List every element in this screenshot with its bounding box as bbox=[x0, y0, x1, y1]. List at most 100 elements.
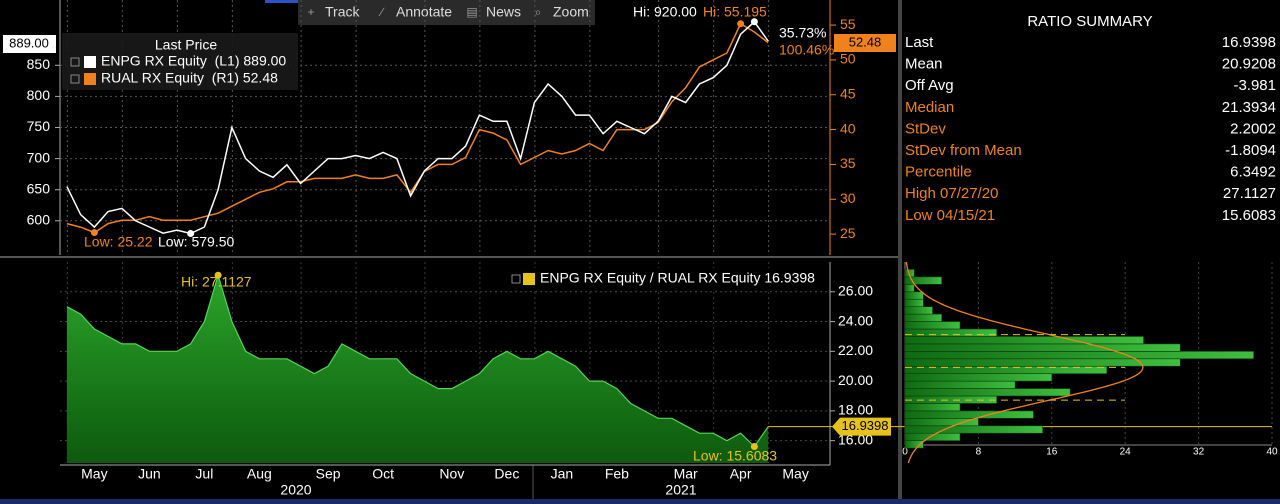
last-price-tag-label: 52.48 bbox=[849, 34, 882, 49]
legend-toggle[interactable] bbox=[70, 57, 80, 67]
histogram-bar bbox=[904, 388, 1071, 397]
x-tick-label: Apr bbox=[730, 466, 752, 482]
toolbar-button[interactable]: Annotate bbox=[396, 4, 452, 20]
x-tick-label: Jul bbox=[195, 466, 213, 482]
toolbar-button[interactable]: News bbox=[486, 4, 521, 20]
last-value-tag-label: 16.9398 bbox=[842, 418, 889, 433]
histogram-bar bbox=[904, 432, 961, 441]
y-tick-label: 18.00 bbox=[838, 402, 873, 418]
extreme-marker bbox=[214, 271, 222, 279]
legend-entry: ENPG RX Equity / RUAL RX Equity 16.9398 bbox=[540, 270, 815, 286]
x-tick-label: 0 bbox=[902, 447, 908, 458]
area-outline bbox=[66, 273, 769, 448]
summary-label: Mean bbox=[905, 56, 943, 73]
summary-label: Off Avg bbox=[905, 77, 954, 94]
x-tick-label: 24 bbox=[1120, 447, 1132, 458]
histogram-bar bbox=[904, 336, 1144, 345]
line-series bbox=[66, 22, 769, 234]
summary-label: High 07/27/20 bbox=[905, 185, 998, 202]
histogram-bar bbox=[904, 284, 915, 293]
histogram-bar bbox=[904, 418, 979, 427]
x-tick-label: Jan bbox=[551, 466, 574, 482]
y-tick-label: 600 bbox=[27, 211, 51, 227]
toolbar-button[interactable]: Track bbox=[325, 4, 360, 20]
legend bbox=[62, 33, 298, 90]
extreme-marker bbox=[750, 18, 758, 26]
legend-swatch bbox=[523, 273, 535, 285]
annotation: 35.73% bbox=[779, 25, 826, 41]
y2-tick-label: 25 bbox=[840, 225, 856, 241]
bottom-strip bbox=[0, 499, 1280, 504]
toolbar-icon: ▤ bbox=[466, 5, 477, 19]
last-price-tag-label: 889.00 bbox=[9, 35, 49, 50]
last-price-tag bbox=[834, 34, 896, 52]
legend-toggle[interactable] bbox=[511, 274, 521, 284]
toolbar-icon: ∕ bbox=[378, 5, 385, 19]
y-tick-label: 26.00 bbox=[838, 282, 873, 298]
summary-value: 21.3934 bbox=[1222, 99, 1276, 116]
x-group-label: 2020 bbox=[280, 482, 311, 498]
summary-label: Last bbox=[905, 34, 934, 51]
last-price-tag bbox=[3, 35, 56, 53]
x-tick-label: 8 bbox=[976, 447, 982, 458]
legend-toggle[interactable] bbox=[70, 74, 80, 84]
histogram-bar bbox=[904, 328, 998, 337]
y-tick-label: 750 bbox=[27, 118, 51, 134]
annotation: Hi: 920.00 bbox=[633, 4, 697, 20]
area-series bbox=[66, 275, 769, 463]
summary-label: StDev from Mean bbox=[905, 142, 1022, 159]
line-series bbox=[66, 20, 769, 235]
histogram-bar bbox=[904, 425, 1043, 434]
summary-value: -1.8094 bbox=[1225, 142, 1276, 159]
x-tick-label: Feb bbox=[605, 466, 629, 482]
histogram-bar bbox=[904, 313, 943, 322]
annotation: Low: 579.50 bbox=[158, 234, 234, 250]
annotation: Low: 25.22 bbox=[84, 234, 153, 250]
extreme-marker bbox=[187, 230, 195, 238]
y-tick-label: 850 bbox=[27, 56, 51, 72]
toolbar-icon: + bbox=[307, 5, 314, 19]
x-tick-label: Nov bbox=[439, 466, 464, 482]
toolbar-icon: ⌕ bbox=[535, 5, 542, 19]
y-tick-label: 800 bbox=[27, 87, 51, 103]
last-value-tag bbox=[832, 417, 891, 436]
histogram-bar bbox=[904, 373, 1053, 382]
legend bbox=[508, 268, 824, 290]
annotation: Hi: 55.195 bbox=[703, 4, 767, 20]
summary-label: Median bbox=[905, 99, 954, 116]
summary-label: Percentile bbox=[905, 164, 972, 181]
histogram-bar bbox=[904, 403, 961, 412]
x-tick-label: Sep bbox=[316, 466, 341, 482]
toolbar-button[interactable]: Zoom bbox=[553, 4, 589, 20]
histogram-bar bbox=[904, 306, 933, 315]
y2-tick-label: 30 bbox=[840, 190, 856, 206]
summary-value: -3.981 bbox=[1233, 77, 1276, 94]
legend-swatch bbox=[84, 56, 96, 68]
extreme-marker bbox=[90, 229, 98, 237]
summary-value: 2.2002 bbox=[1230, 120, 1276, 137]
legend-swatch bbox=[84, 73, 96, 85]
toolbar bbox=[298, 0, 595, 25]
legend-entry: RUAL RX Equity (R1) 52.48 bbox=[101, 70, 278, 86]
summary-value: 15.6083 bbox=[1222, 207, 1276, 224]
x-tick-label: 40 bbox=[1266, 447, 1278, 458]
x-tick-label: 32 bbox=[1193, 447, 1205, 458]
histogram-bar bbox=[904, 291, 924, 300]
histogram-bar bbox=[904, 321, 961, 330]
y2-tick-label: 35 bbox=[840, 155, 856, 171]
x-tick-label: Dec bbox=[494, 466, 519, 482]
y2-tick-label: 45 bbox=[840, 85, 856, 101]
x-tick-label: Jun bbox=[138, 466, 161, 482]
x-tick-label: Oct bbox=[372, 466, 394, 482]
summary-label: StDev bbox=[905, 120, 946, 137]
extreme-marker bbox=[750, 442, 758, 450]
summary-value: 16.9398 bbox=[1222, 34, 1276, 51]
y2-tick-label: 55 bbox=[840, 16, 856, 32]
y2-tick-label: 40 bbox=[840, 120, 856, 136]
histogram-bar bbox=[904, 298, 924, 307]
y-tick-label: 24.00 bbox=[838, 312, 873, 328]
x-tick-label: May bbox=[81, 466, 107, 482]
x-tick-label: Aug bbox=[247, 466, 272, 482]
